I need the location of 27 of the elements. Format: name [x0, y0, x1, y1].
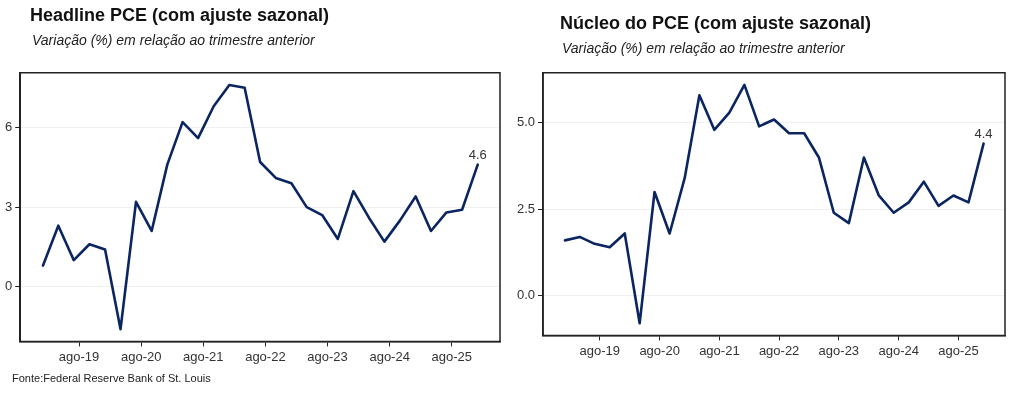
- chart-subtitle: Variação (%) em relação ao trimestre anterior: [562, 40, 845, 56]
- x-tick-label: ago-19: [579, 342, 620, 358]
- x-tick-label: ago-25: [431, 348, 472, 364]
- chart-subtitle: Variação (%) em relação ao trimestre anterior: [32, 32, 315, 48]
- x-tick-label: ago-20: [639, 342, 680, 358]
- x-tick-label: ago-23: [818, 342, 860, 358]
- x-tick-label: ago-22: [245, 348, 286, 364]
- x-tick-label: ago-21: [183, 348, 224, 364]
- x-tick-label: ago-21: [699, 342, 740, 358]
- x-tick-label: ago-20: [121, 348, 162, 364]
- y-tick-label: 5.0: [516, 114, 536, 130]
- annotation: 4.6: [468, 146, 487, 162]
- y-tick-label: 6: [5, 119, 13, 135]
- x-tick-label: ago-19: [58, 348, 100, 364]
- x-tick-label: ago-24: [369, 348, 410, 364]
- chart-title: Headline PCE (com ajuste sazonal): [30, 5, 330, 26]
- y-tick-label: 2.5: [516, 200, 536, 216]
- y-tick-label: 0: [5, 278, 13, 294]
- x-tick-label: ago-24: [878, 342, 920, 358]
- x-tick-label: ago-25: [938, 342, 979, 358]
- source-note: Fonte:Federal Reserve Bank of St. Louis: [12, 372, 211, 384]
- y-tick-label: 0.0: [516, 287, 536, 303]
- y-tick-label: 3: [5, 198, 13, 214]
- annotation: 4.4: [974, 125, 993, 141]
- x-tick-label: ago-22: [758, 342, 800, 358]
- chart-title: Núcleo do PCE (com ajuste sazonal): [560, 13, 872, 34]
- x-tick-label: ago-23: [307, 348, 348, 364]
